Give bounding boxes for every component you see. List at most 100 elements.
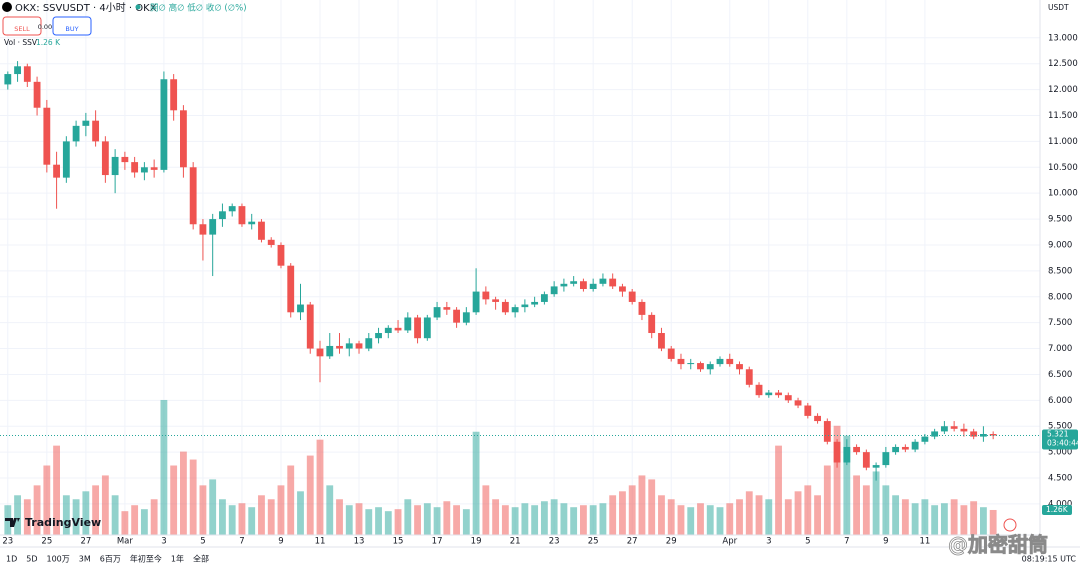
candle-body <box>511 307 519 313</box>
volume-title: Vol · SSV <box>4 38 38 47</box>
volume-bar <box>306 455 314 535</box>
range-button[interactable]: 年初至今 <box>130 554 162 564</box>
volume-bar <box>862 485 870 535</box>
volume-bar <box>911 503 919 535</box>
volume-bar <box>101 475 109 535</box>
candle-body <box>501 301 509 313</box>
volume-bar <box>33 485 41 535</box>
volume-bar <box>209 479 217 535</box>
range-button[interactable]: 100万 <box>47 555 70 564</box>
range-button[interactable]: 1年 <box>171 554 184 564</box>
sell-button[interactable] <box>2 16 42 36</box>
volume-pane <box>4 399 997 535</box>
grid <box>0 0 1040 535</box>
volume-bar <box>443 501 451 535</box>
y-tick-label: 6.500 <box>1048 370 1072 380</box>
volume-bar <box>492 499 500 535</box>
candle-body <box>62 141 70 178</box>
candle-body <box>345 343 353 349</box>
range-button[interactable]: 1D <box>6 555 17 564</box>
candle-body <box>82 120 90 126</box>
buy-button[interactable] <box>52 16 92 36</box>
volume-bar <box>248 507 256 535</box>
symbol-title: OKX: SSVUSDT · 4小时 · OKX <box>15 2 157 14</box>
volume-bar <box>326 485 334 535</box>
volume-bar <box>228 505 236 535</box>
volume-bar <box>589 505 597 535</box>
range-button[interactable]: 6百万 <box>100 555 121 564</box>
candle-body <box>980 434 987 437</box>
volume-bar <box>160 399 168 535</box>
candle-body <box>560 283 568 287</box>
range-button[interactable]: 全部 <box>193 554 209 564</box>
volume-bar <box>823 465 831 535</box>
volume-bar <box>931 505 939 535</box>
volume-bar <box>648 479 656 535</box>
candle-body <box>755 384 763 396</box>
candle-body <box>336 345 343 349</box>
volume-bar <box>43 465 51 535</box>
currency: USDT <box>1048 3 1069 12</box>
y-tick-label: 5.000 <box>1048 448 1072 458</box>
candle-body <box>209 219 217 235</box>
candle-body <box>258 221 265 240</box>
x-tick-label: 27 <box>80 537 91 547</box>
y-tick-label: 9.500 <box>1048 215 1072 225</box>
volume-bar <box>423 503 431 535</box>
candle-body <box>765 392 773 396</box>
volume-bar <box>92 485 100 535</box>
volume-value: 1.26 K <box>36 38 61 47</box>
candle-body <box>667 348 675 359</box>
volume-bar <box>540 501 548 535</box>
candle-body <box>814 415 821 422</box>
volume-bar <box>404 499 412 535</box>
last-volume-box <box>1042 504 1072 515</box>
candle-body <box>4 74 12 85</box>
candle-body <box>355 343 363 349</box>
volume-bar <box>755 495 763 535</box>
candle-body <box>33 81 41 108</box>
candle-body <box>482 291 490 300</box>
candle-body <box>306 304 314 349</box>
alert-icon[interactable] <box>1003 518 1017 532</box>
x-tick-label: 7 <box>844 537 849 547</box>
y-tick-label: 11.500 <box>1048 111 1078 121</box>
candle-body <box>677 358 685 365</box>
volume-bar <box>638 475 646 535</box>
candle-body <box>989 434 997 436</box>
volume-bar <box>131 505 139 535</box>
candle-body <box>14 66 21 75</box>
candle-body <box>862 452 870 468</box>
volume-bar <box>482 485 490 535</box>
y-tick-label: 9.000 <box>1048 240 1072 250</box>
volume-bar <box>901 499 909 535</box>
volume-bar <box>414 505 421 535</box>
y-tick-label: 10.000 <box>1048 189 1078 199</box>
candle-body <box>853 446 860 453</box>
candle-body <box>882 452 890 466</box>
volume-bar <box>62 495 70 535</box>
candle-body <box>892 446 900 453</box>
range-button[interactable]: 3M <box>79 555 91 564</box>
candle-body <box>687 363 695 365</box>
x-tick-label: Mar <box>117 537 134 547</box>
volume-bar <box>521 503 529 535</box>
volume-bar <box>619 491 626 535</box>
range-button[interactable]: 5D <box>26 555 37 564</box>
volume-bar <box>804 485 812 535</box>
candle-body <box>970 431 978 437</box>
candle-body <box>901 446 909 450</box>
x-tick-label: 25 <box>41 537 52 547</box>
candle-body <box>238 206 246 225</box>
x-tick-label: 29 <box>666 537 677 547</box>
spread: 0.003 <box>38 23 57 31</box>
volume-bar <box>355 503 363 535</box>
volume-bar <box>833 425 841 535</box>
candles <box>4 61 997 481</box>
volume-bar <box>170 465 178 535</box>
candle-body <box>658 333 665 349</box>
candle-body <box>911 441 919 450</box>
candle-body <box>180 110 187 168</box>
candle-body <box>365 338 373 349</box>
volume-bar <box>706 505 714 535</box>
